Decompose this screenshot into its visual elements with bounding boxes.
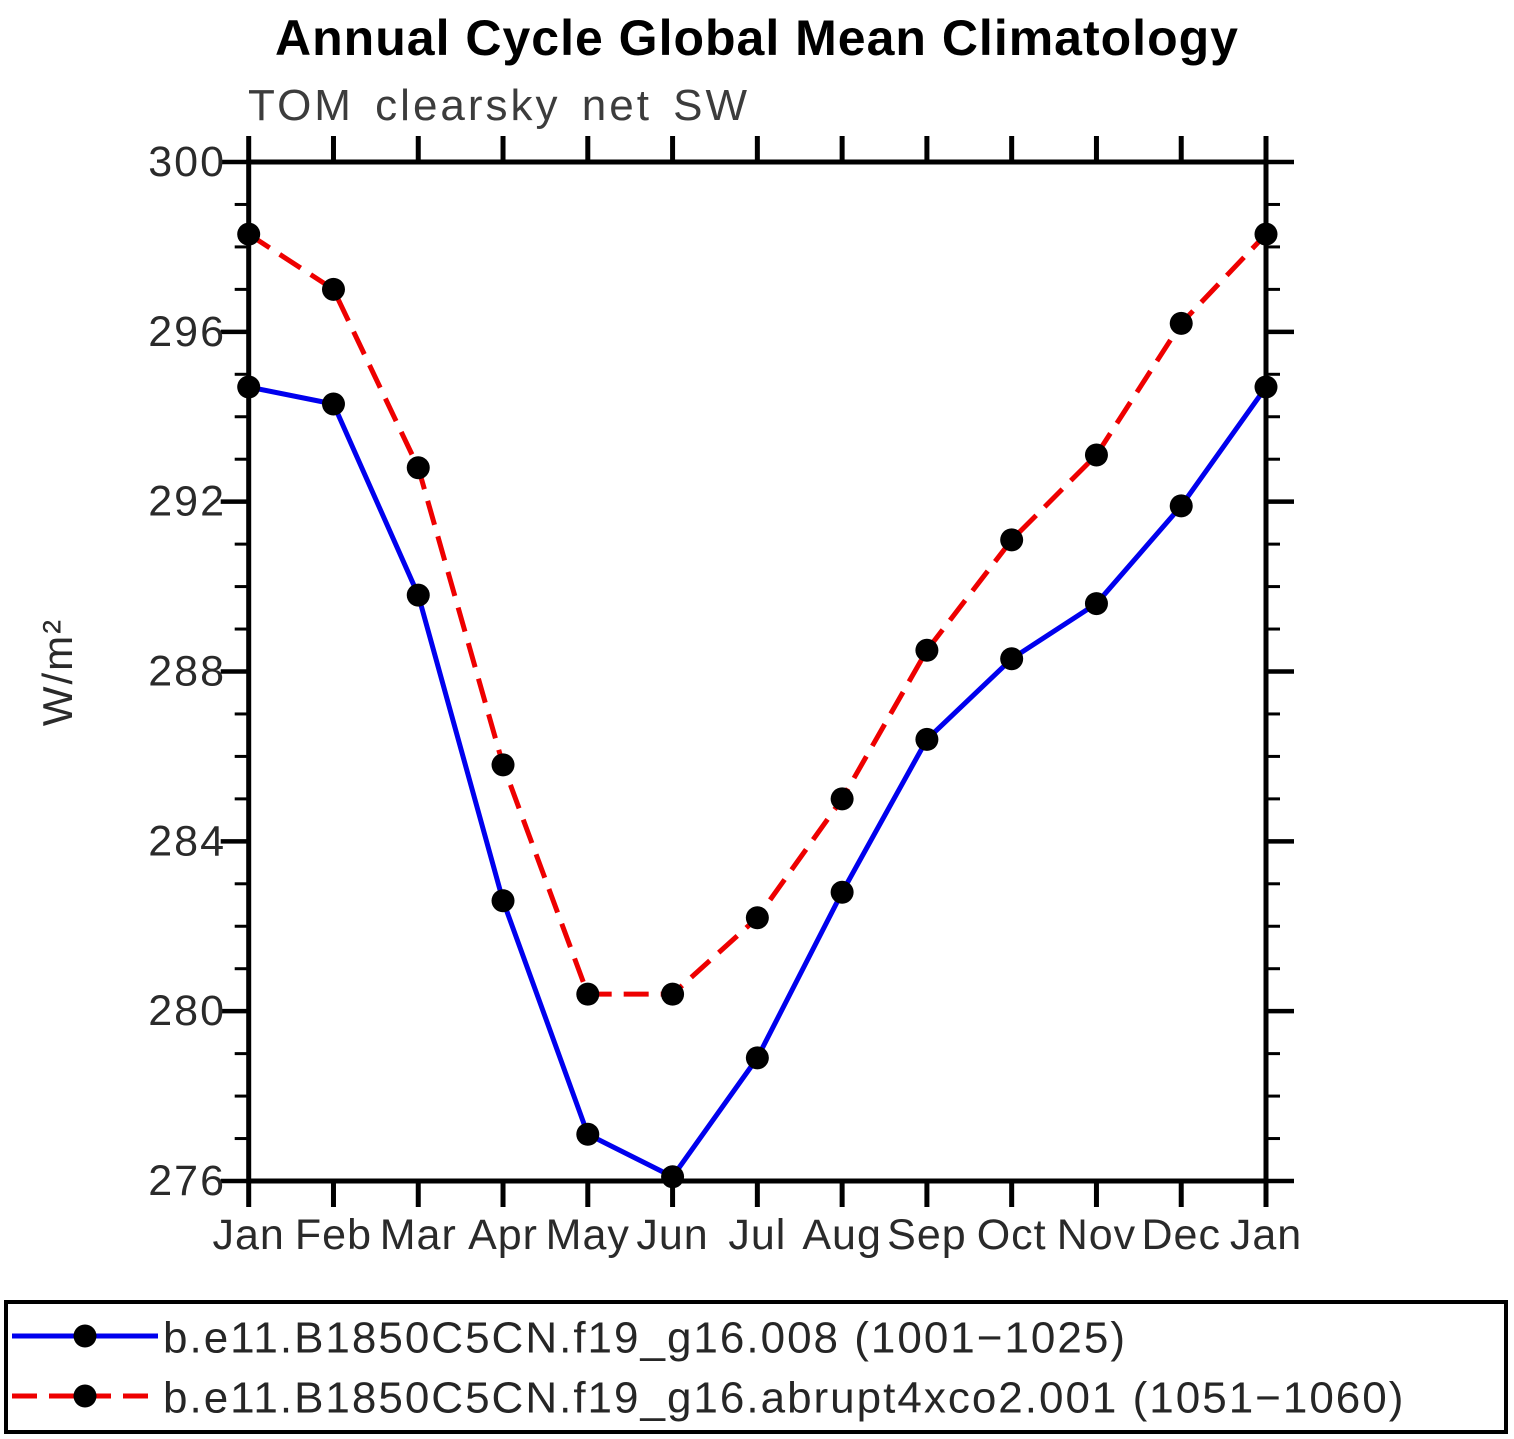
x-axis-tick-labels: Jan Feb Mar Apr May Jun Jul Aug Sep Oct Nov Dec Jan — [213, 1211, 1302, 1259]
x-axis-tick-label: Sep — [887, 1211, 967, 1259]
legend-marker-dot — [73, 1384, 97, 1408]
data-point-marker — [1254, 222, 1278, 246]
data-point-marker — [1084, 443, 1108, 467]
legend-marker-dot — [73, 1324, 97, 1348]
data-point-marker — [406, 583, 430, 607]
x-axis-tick-label: Nov — [1057, 1211, 1136, 1259]
x-axis-tick-label: Aug — [802, 1211, 882, 1259]
data-point-marker — [830, 787, 854, 811]
x-axis-tick-label: Jan — [1230, 1211, 1302, 1259]
data-point-marker — [1000, 528, 1024, 552]
y-axis-tick-label: 292 — [148, 478, 226, 526]
y-axis-tick-label: 284 — [148, 817, 226, 865]
data-point-marker — [491, 753, 515, 777]
data-point-marker — [661, 982, 685, 1006]
data-point-marker — [576, 1122, 600, 1146]
data-point-marker — [321, 392, 345, 416]
y-axis-tick-labels: 276 280 284 288 292 296 300 — [148, 138, 226, 1205]
data-point-marker — [745, 1046, 769, 1070]
legend-box — [4, 1300, 1508, 1434]
data-point-marker — [1084, 592, 1108, 616]
data-point-marker — [915, 638, 939, 662]
data-point-marker — [237, 375, 261, 399]
legend-entry-control: b.e11.B1850C5CN.f19_g16.008 (1001−1025) — [163, 1314, 1127, 1363]
y-axis-tick-label: 280 — [148, 987, 226, 1035]
data-point-marker — [491, 889, 515, 913]
x-axis-tick-label: Mar — [380, 1211, 457, 1259]
series-line-1 — [247, 232, 1268, 997]
x-axis-tick-label: May — [546, 1211, 630, 1259]
y-axis-tick-label: 300 — [148, 138, 226, 186]
x-axis-tick-label: Oct — [977, 1211, 1047, 1259]
data-point-marker — [406, 456, 430, 480]
y-axis-tick-label: 288 — [148, 648, 226, 696]
x-axis-tick-label: Jan — [213, 1211, 285, 1259]
data-point-marker — [1169, 494, 1193, 518]
data-point-marker — [661, 1165, 685, 1189]
y-axis-tick-label: 296 — [148, 308, 226, 356]
data-series — [237, 222, 1278, 1189]
y-axis-tick-label: 276 — [148, 1157, 226, 1205]
axes — [220, 136, 1294, 1207]
data-point-marker — [830, 880, 854, 904]
data-point-marker — [237, 222, 261, 246]
legend: b.e11.B1850C5CN.f19_g16.008 (1001−1025) … — [4, 1300, 1508, 1434]
y-axis-title: W/m² — [34, 618, 81, 726]
x-axis-tick-label: Jun — [636, 1211, 708, 1259]
chart-subtitle: TOM clearsky net SW — [248, 81, 750, 130]
chart-title: Annual Cycle Global Mean Climatology — [275, 10, 1239, 66]
x-axis-tick-label: Dec — [1141, 1211, 1220, 1259]
data-point-marker — [321, 277, 345, 301]
data-point-marker — [1169, 311, 1193, 335]
data-point-marker — [745, 906, 769, 930]
plot-frame — [246, 159, 1269, 1184]
data-point-marker — [1254, 375, 1278, 399]
legend-entry-abrupt4xco2: b.e11.B1850C5CN.f19_g16.abrupt4xco2.001 … — [163, 1374, 1405, 1423]
x-axis-tick-label: Apr — [468, 1211, 538, 1259]
x-axis-tick-label: Jul — [728, 1211, 786, 1259]
x-axis-tick-label: Feb — [295, 1211, 372, 1259]
data-point-marker — [576, 982, 600, 1006]
data-point-marker — [915, 727, 939, 751]
data-point-marker — [1000, 647, 1024, 671]
